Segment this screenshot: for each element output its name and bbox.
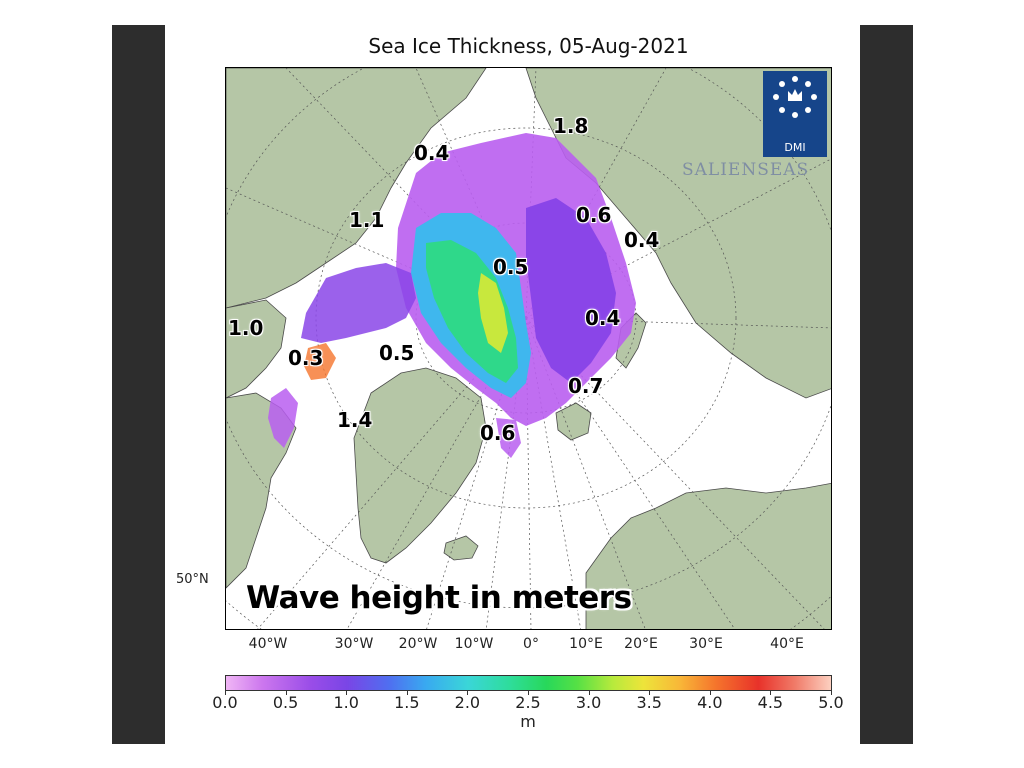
wave-label: 1.4: [337, 408, 373, 432]
canadian-west-coast: [226, 299, 287, 399]
wave-label: 1.1: [349, 208, 385, 232]
longitude-label: 10°E: [569, 636, 603, 652]
colorbar-tick: [406, 690, 408, 695]
longitude-label: 30°E: [689, 636, 723, 652]
canada-landmass: [226, 68, 487, 309]
colorbar-tick-label: 0.5: [272, 693, 299, 712]
colorbar-tick-label: 1.5: [394, 693, 420, 712]
scandinavia-landmass: [585, 482, 831, 629]
longitude-label: 10°W: [454, 636, 494, 652]
map-panel: DMI SALIENSEAS 1.8 0.4 1.1 0.6 0.4 0.5 0…: [225, 67, 832, 630]
wave-label: 0.4: [624, 228, 660, 252]
colorbar-tick-label: 3.0: [575, 693, 602, 712]
wave-label: 0.3: [288, 346, 324, 370]
colorbar-tick-label: 0.0: [212, 693, 238, 712]
colorbar-tick: [285, 690, 287, 695]
wave-label: 0.5: [493, 255, 529, 279]
wave-label: 0.7: [568, 374, 604, 398]
colorbar-tick-label: 5.0: [818, 693, 844, 712]
dmi-logo-text: DMI: [784, 141, 806, 154]
colorbar-tick: [709, 690, 711, 695]
wave-label: 0.6: [480, 421, 516, 445]
right-letterbox-bar: [860, 25, 913, 744]
colorbar-tick: [528, 690, 529, 695]
sea-ice-field: [268, 133, 636, 458]
longitude-label: 40°W: [248, 636, 288, 652]
latitude-label: 50°N: [176, 572, 209, 587]
colorbar-unit: m: [520, 712, 536, 731]
wave-label: 0.4: [585, 306, 621, 330]
colorbar-tick-label: 2.5: [515, 693, 541, 712]
colorbar: [225, 675, 832, 691]
svalbard-landmass: [555, 402, 592, 441]
longitude-label: 20°E: [624, 636, 658, 652]
wave-label: 0.6: [576, 203, 612, 227]
colorbar-tick-label: 2.0: [454, 693, 481, 712]
ice-archipelago-channels: [301, 263, 416, 343]
dmi-crown-emblem: [773, 76, 817, 118]
ice-archipelago-warm: [304, 343, 336, 380]
map-title: Sea Ice Thickness, 05-Aug-2021: [368, 34, 689, 58]
dmi-logo: DMI: [763, 71, 827, 157]
colorbar-tick: [649, 690, 651, 695]
left-letterbox-bar: [112, 25, 165, 744]
colorbar-tick: [770, 690, 772, 695]
colorbar-tick: [831, 690, 832, 695]
iceland-landmass: [443, 535, 479, 561]
ice-baffin-bay: [268, 388, 298, 448]
colorbar-tick: [588, 690, 590, 695]
colorbar-tick: [225, 690, 226, 695]
wave-label: 1.8: [553, 114, 589, 138]
longitude-label: 40°E: [770, 636, 804, 652]
colorbar-tick-label: 1.0: [333, 693, 359, 712]
wave-label: 0.4: [414, 141, 450, 165]
colorbar-tick-label: 4.5: [757, 693, 784, 712]
colorbar-tick: [346, 690, 348, 695]
colorbar-tick-label: 3.5: [636, 693, 662, 712]
wave-label: 0.5: [379, 341, 415, 365]
map-caption: Wave height in meters: [246, 580, 632, 616]
map-canvas: [226, 68, 831, 629]
longitude-label: 20°W: [398, 636, 438, 652]
colorbar-tick: [467, 690, 469, 695]
ice-purple-east: [526, 198, 616, 383]
colorbar-tick-label: 4.0: [697, 693, 723, 712]
ice-greenland-east: [496, 418, 521, 458]
greenland-landmass: [353, 367, 487, 564]
longitude-label: 30°W: [334, 636, 374, 652]
wave-label: 1.0: [228, 316, 264, 340]
salienseas-brand: SALIENSEAS: [682, 160, 810, 180]
longitude-label: 0°: [523, 636, 539, 652]
ice-yellow-core: [478, 273, 508, 353]
